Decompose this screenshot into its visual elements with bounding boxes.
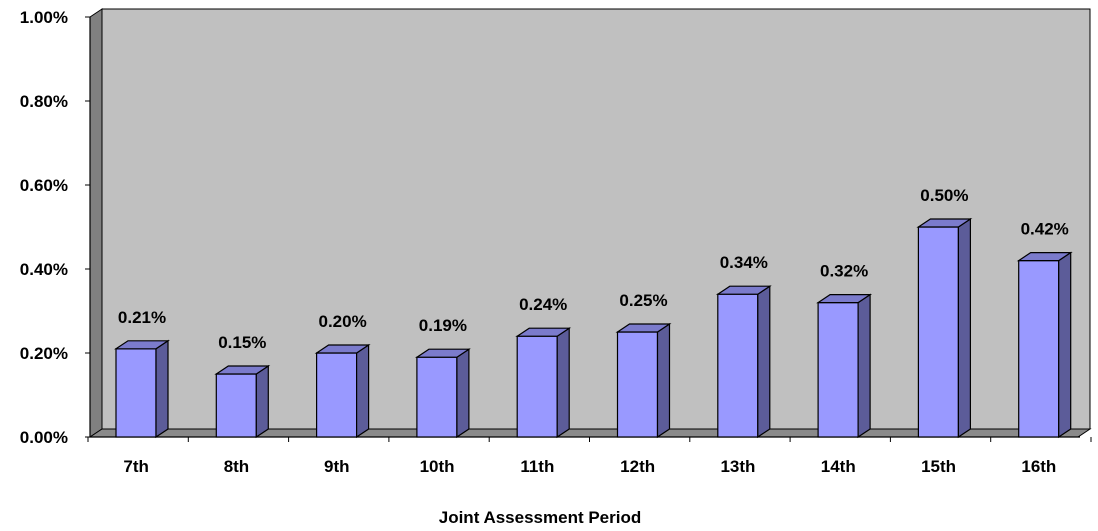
y-axis-ticks: 0.00% 0.20% 0.40% 0.60% 0.80% 1.00% — [20, 8, 90, 447]
y-tick-label: 0.60% — [20, 176, 68, 195]
bar — [214, 364, 271, 439]
y-tick-label: 0.00% — [20, 428, 68, 447]
bar — [816, 293, 873, 439]
bar-side — [556, 327, 570, 439]
bar — [916, 217, 973, 439]
bar-front — [817, 302, 859, 438]
bar-front — [616, 331, 659, 438]
bar-front — [316, 352, 358, 438]
bar-front — [717, 293, 759, 438]
bar-front — [917, 226, 960, 438]
bar-top — [615, 323, 672, 333]
bar — [715, 285, 772, 439]
y-tick-label: 0.40% — [20, 260, 68, 279]
x-tick-label: 16th — [1021, 457, 1056, 476]
bar-top — [114, 340, 170, 350]
x-axis-title: Joint Assessment Period — [439, 508, 642, 527]
x-tick-label: 7th — [123, 457, 149, 476]
bar-series — [114, 217, 1073, 439]
bar-front — [215, 373, 257, 438]
bar — [1016, 251, 1073, 439]
data-labels: 0.21% 0.15% 0.20% 0.19% 0.24% 0.25% 0.34% 0.32%… — [118, 186, 1069, 352]
plot-left-wall — [89, 8, 103, 438]
bar-side — [1058, 251, 1072, 439]
bar-front — [115, 348, 157, 438]
y-tick-label: 0.20% — [20, 344, 68, 363]
x-tick-label: 13th — [720, 457, 755, 476]
y-tick-label: 1.00% — [20, 8, 68, 27]
x-tick-label: 8th — [224, 457, 250, 476]
bar — [314, 343, 371, 439]
bar-top — [515, 327, 572, 337]
bar-top — [314, 344, 371, 354]
bar-top — [715, 285, 772, 295]
bar-front — [516, 335, 558, 438]
bar-top — [916, 218, 973, 228]
bar — [515, 327, 572, 439]
data-label: 0.15% — [218, 333, 266, 352]
bar-side — [656, 322, 671, 439]
bar-front — [1018, 260, 1060, 438]
bar — [414, 348, 471, 439]
bar — [615, 322, 672, 439]
bar-side — [857, 293, 871, 439]
bar-top — [214, 365, 271, 375]
data-label: 0.20% — [318, 312, 366, 331]
bar-side — [356, 343, 370, 439]
data-label: 0.50% — [920, 186, 968, 205]
x-tick-label: 9th — [324, 457, 350, 476]
y-tick-label: 0.80% — [20, 92, 68, 111]
data-label: 0.21% — [118, 308, 166, 327]
x-axis-ticks: 7th 8th 9th 10th 11th 12th 13th 14th 15th 16th — [87, 437, 1092, 476]
bar-top — [414, 348, 471, 358]
bar — [114, 339, 170, 439]
x-tick-label: 14th — [821, 457, 856, 476]
x-tick-label: 12th — [620, 457, 655, 476]
x-tick-label: 10th — [420, 457, 455, 476]
bar-side — [957, 217, 972, 439]
bar-top — [816, 294, 873, 304]
bar-top — [1016, 252, 1073, 262]
x-tick-label: 11th — [520, 457, 554, 476]
data-label: 0.19% — [419, 316, 467, 335]
data-label: 0.34% — [720, 253, 768, 272]
bar-side — [757, 285, 771, 439]
bar-side — [456, 348, 470, 439]
data-label: 0.25% — [619, 291, 667, 310]
data-label: 0.24% — [519, 295, 567, 314]
bar-side — [155, 339, 169, 439]
x-tick-label: 15th — [921, 457, 956, 476]
data-label: 0.32% — [820, 262, 868, 281]
bar-side — [255, 364, 269, 439]
bar-front — [416, 356, 458, 438]
data-label: 0.42% — [1021, 220, 1069, 239]
